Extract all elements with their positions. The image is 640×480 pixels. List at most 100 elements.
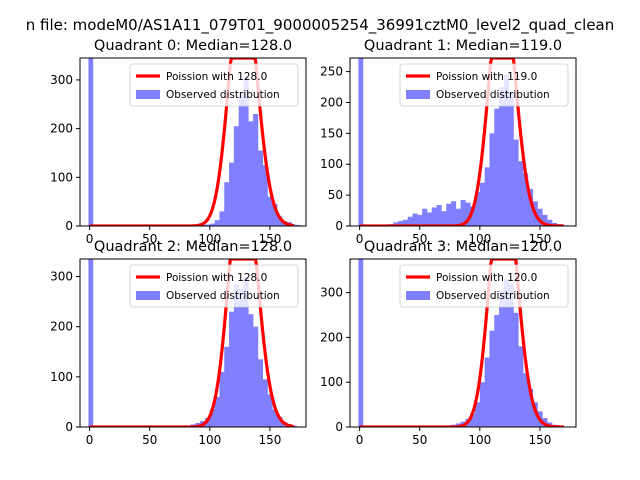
histogram-bar <box>253 114 259 226</box>
legend-box <box>399 63 569 107</box>
y-tick-label: 100 <box>50 170 73 184</box>
y-tick-label: 200 <box>320 95 343 109</box>
y-tick-label: 250 <box>320 65 343 79</box>
histogram-bar <box>238 289 244 427</box>
x-tick-label: 0 <box>356 232 364 246</box>
histogram-bar-zero <box>88 58 94 226</box>
histogram-bar <box>257 359 264 427</box>
y-tick-label: 300 <box>50 270 73 284</box>
x-tick-label: 150 <box>258 433 281 447</box>
x-tick-label: 50 <box>142 232 157 246</box>
x-tick-label: 100 <box>468 232 491 246</box>
histogram-bar <box>523 373 529 427</box>
y-tick-label: 200 <box>320 330 343 344</box>
histogram-bar <box>527 388 534 427</box>
histogram-bar <box>450 201 457 226</box>
y-tick-label: 0 <box>65 219 73 233</box>
histogram-bar <box>537 208 543 226</box>
histogram-bar <box>508 93 514 226</box>
histogram-bar <box>479 182 485 226</box>
histogram-bar <box>503 279 509 427</box>
x-tick-label: 50 <box>412 232 427 246</box>
histogram-bar <box>513 312 519 427</box>
y-tick-label: 150 <box>320 126 343 140</box>
legend-box <box>129 264 299 308</box>
histogram-bar <box>489 133 495 226</box>
histogram-bar <box>243 77 249 226</box>
histogram-bar <box>291 425 297 427</box>
histogram-bar <box>219 211 225 226</box>
histogram-bar <box>417 214 423 226</box>
histogram-bar <box>248 314 254 427</box>
histogram-bar <box>523 173 529 226</box>
y-tick-label: 0 <box>65 420 73 434</box>
histogram-bar <box>267 196 273 226</box>
x-tick-label: 100 <box>198 232 221 246</box>
histogram-bar <box>412 213 418 226</box>
legend-hist-swatch <box>406 90 430 99</box>
histogram-bar <box>219 371 225 427</box>
subplot-quadrant-1: 0 50 100 150 0 50 100 150 200 250 Quadrant 1: Medi… <box>320 38 577 246</box>
histogram-bar <box>253 326 259 427</box>
legend-fit-label: Poission with 120.0 <box>436 272 537 284</box>
histogram-bar-zero <box>358 58 364 226</box>
subplot-title: Quadrant 0: Median=128.0 <box>94 38 292 54</box>
y-tick-label: 50 <box>328 188 343 202</box>
subplot-title: Quadrant 2: Median=128.0 <box>94 239 292 255</box>
plot-area <box>358 259 565 427</box>
subplot-title: Quadrant 3: Median=120.0 <box>364 239 562 255</box>
histogram-bar <box>489 330 495 427</box>
x-tick-label: 0 <box>86 433 94 447</box>
legend-hist-swatch <box>136 90 160 99</box>
histogram-bar <box>407 216 413 226</box>
y-tick-label: 0 <box>335 420 343 434</box>
axes-frame <box>79 258 307 428</box>
histogram-bar <box>494 315 500 427</box>
legend-hist-swatch <box>136 291 160 300</box>
histogram-bar <box>547 219 553 226</box>
histogram-bar <box>470 413 476 427</box>
histogram-bar <box>436 205 442 226</box>
subplot-quadrant-0: 0 50 100 150 0 100 200 300 Quadrant 0: Median=12… <box>50 38 307 246</box>
x-tick-label: 150 <box>528 232 551 246</box>
legend-hist-swatch <box>406 291 430 300</box>
histogram-bar <box>272 409 278 427</box>
histogram-bar <box>542 214 548 226</box>
histogram-bar <box>426 212 433 226</box>
figure-suptitle: n file: modeM0/AS1A11_079T01_9000005254_… <box>26 16 615 35</box>
poisson-fit-line <box>359 259 565 427</box>
histogram-bar <box>513 139 519 226</box>
histogram-bar <box>277 416 283 427</box>
histogram-bar <box>518 161 524 226</box>
histogram-bar <box>238 94 244 226</box>
histogram-bar <box>465 202 471 226</box>
histogram-bar <box>243 276 249 427</box>
histogram-bar <box>431 207 437 226</box>
plot-area <box>358 58 565 226</box>
histogram-bar <box>272 204 278 226</box>
legend-hist-label: Observed distribution <box>166 89 280 101</box>
y-tick-label: 100 <box>50 370 73 384</box>
histogram-bar <box>262 165 268 226</box>
histogram-bar <box>229 162 235 226</box>
histogram-bar <box>422 208 428 226</box>
legend: Poission with 119.0 Observed distribution <box>399 63 569 107</box>
histogram-bar <box>484 357 490 427</box>
histogram-bar <box>499 290 505 427</box>
histogram-bar <box>205 224 211 226</box>
legend-hist-label: Observed distribution <box>436 290 550 302</box>
histogram-bar <box>503 74 509 226</box>
legend-fit-label: Poission with 119.0 <box>436 71 537 83</box>
histogram-bar <box>262 379 268 427</box>
x-tick-label: 0 <box>356 433 364 447</box>
y-tick-label: 0 <box>335 219 343 233</box>
histogram-bar <box>441 211 447 226</box>
x-tick-label: 0 <box>86 232 94 246</box>
x-tick-label: 50 <box>142 433 157 447</box>
histogram-bar <box>233 126 239 226</box>
x-tick-label: 150 <box>528 433 551 447</box>
histogram-bar <box>484 167 490 226</box>
histogram-bar <box>494 108 500 226</box>
histogram-bar <box>393 222 399 226</box>
